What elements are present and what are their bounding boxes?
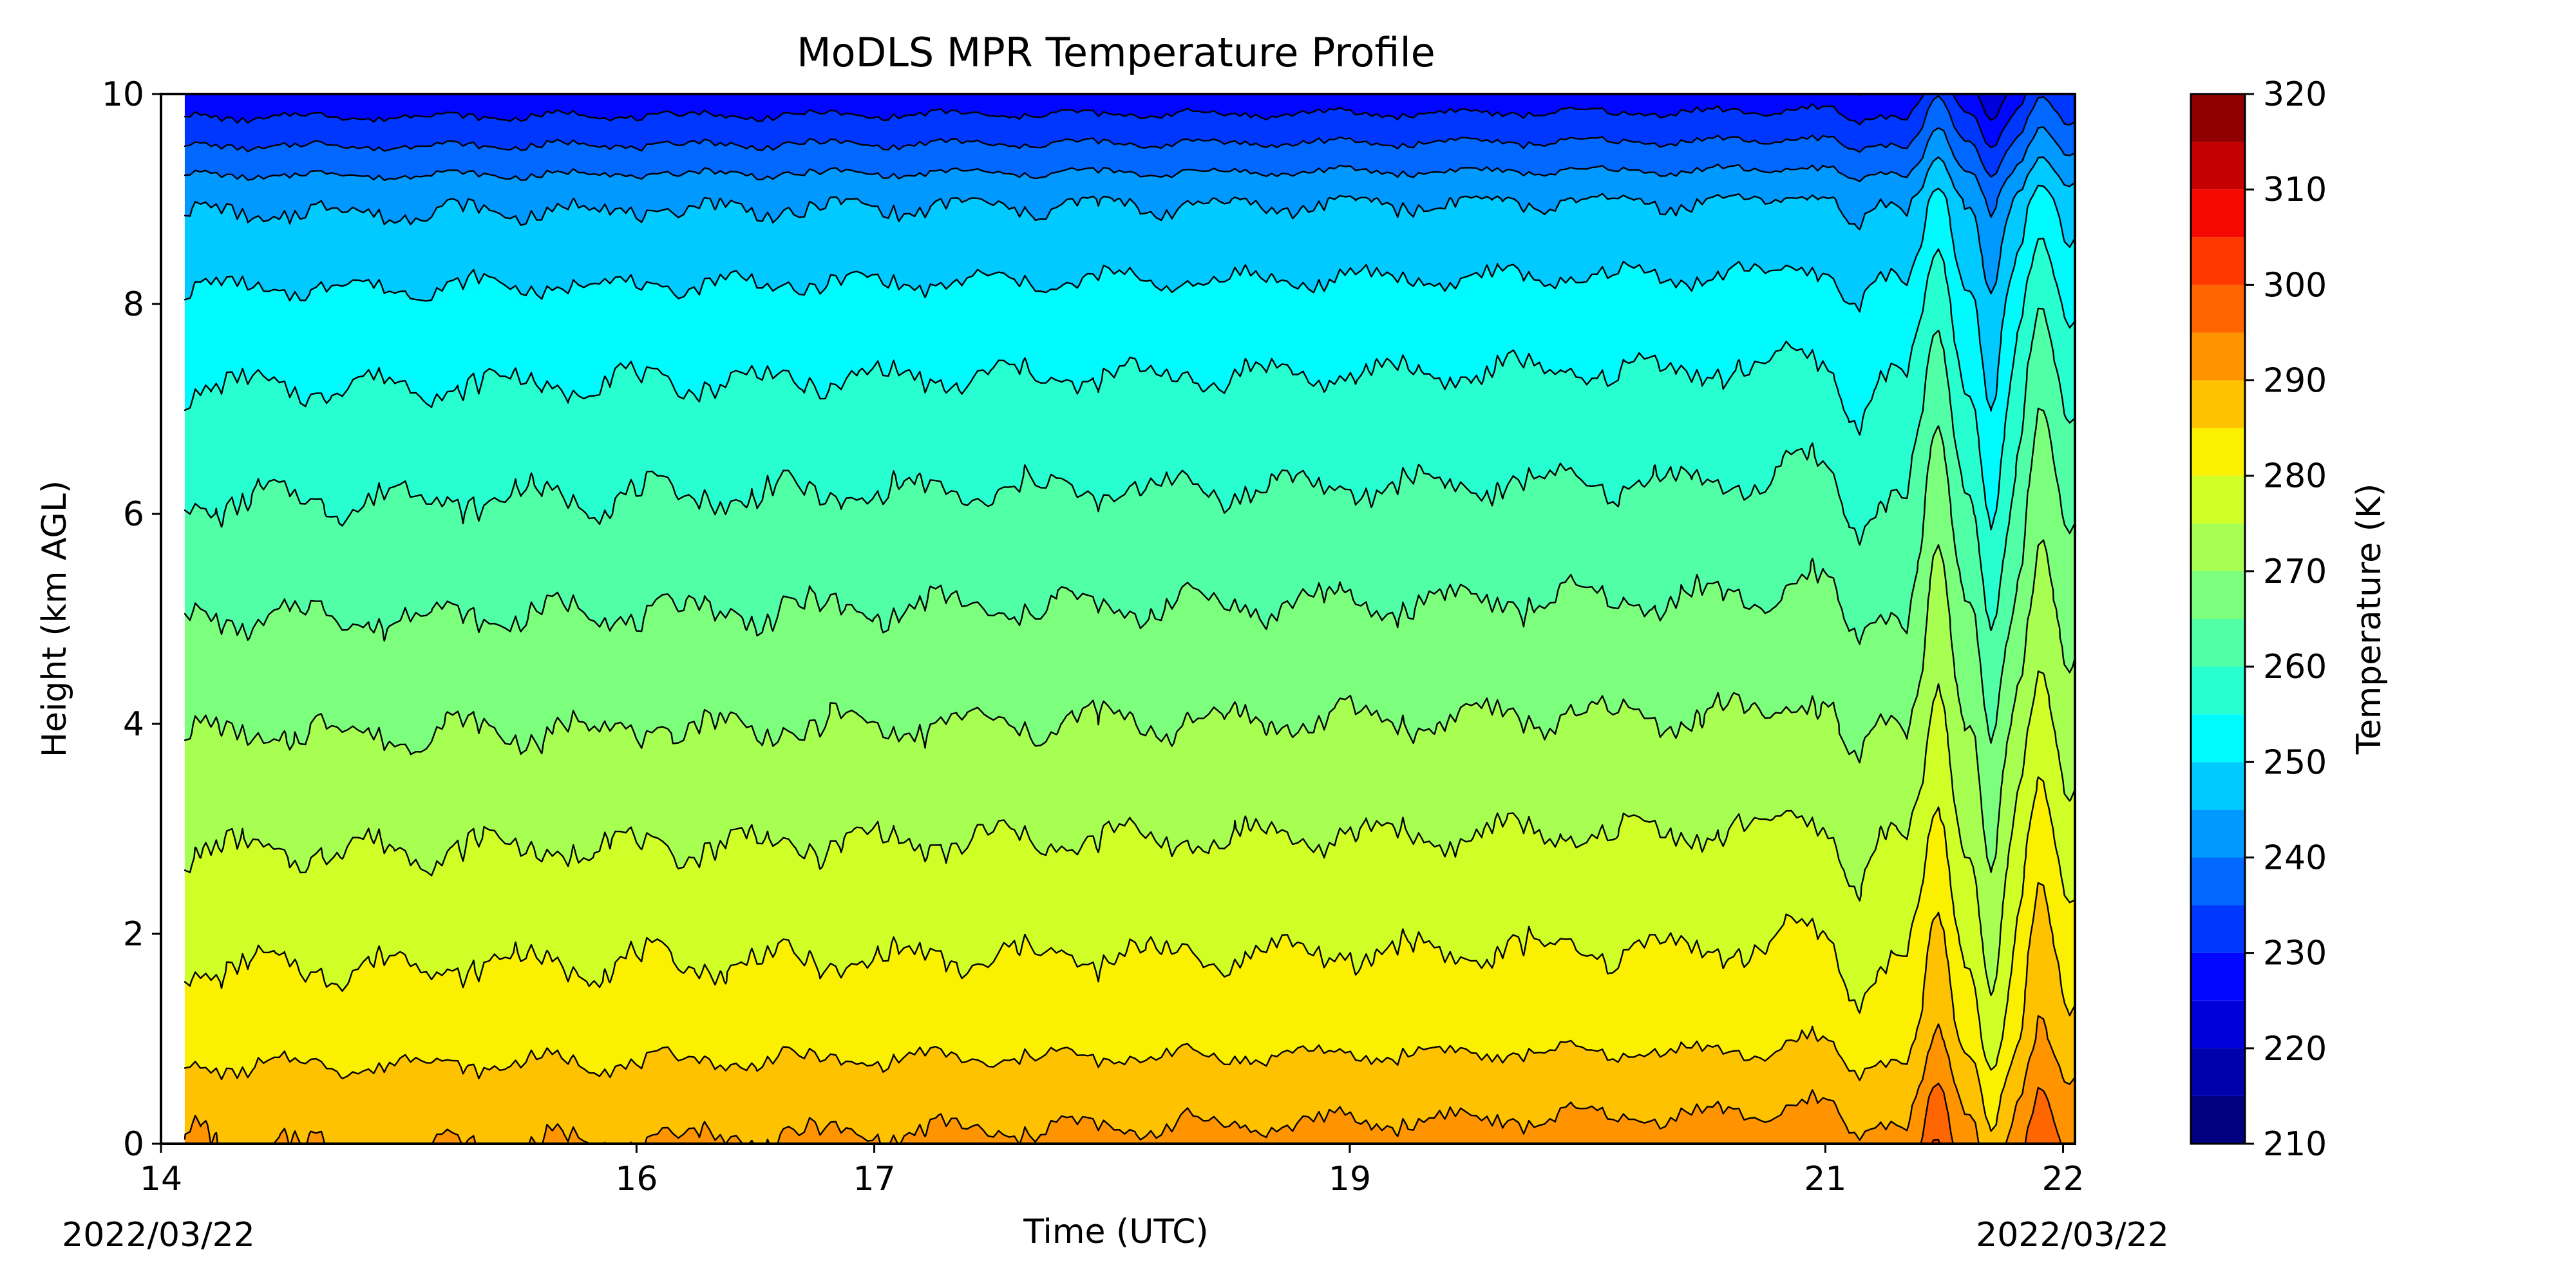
y-tick-label: 8 xyxy=(123,285,144,324)
colorbar-swatch xyxy=(2191,285,2245,333)
x-tick-label: 19 xyxy=(1329,1160,1371,1198)
x-tick-label: 14 xyxy=(140,1160,182,1198)
y-axis: 0 2 4 6 8 10 xyxy=(102,75,161,1164)
contour-fill-group xyxy=(184,94,2075,1144)
contour-fill-image xyxy=(184,94,2075,1144)
x-date-right: 2022/03/22 xyxy=(1976,1216,2169,1255)
colorbar-swatch xyxy=(2191,667,2245,715)
x-tick-label: 17 xyxy=(853,1160,895,1198)
colorbar-swatch xyxy=(2191,714,2245,762)
colorbar-tick-label: 230 xyxy=(2263,934,2327,973)
x-tick-label: 21 xyxy=(1804,1160,1846,1198)
colorbar-swatch xyxy=(2191,332,2245,381)
colorbar-swatch xyxy=(2191,94,2245,142)
colorbar-tick-label: 260 xyxy=(2263,648,2327,687)
contour-line-290 xyxy=(184,1015,2075,1144)
contour-line-295 xyxy=(1920,1083,2062,1144)
colorbar: 210 220 230 240 250 260 270 280 290 300 310 320 xyxy=(2190,75,2327,1164)
colorbar-label: Temperature (K) xyxy=(2350,484,2389,755)
plot-frame xyxy=(160,93,2076,1145)
colorbar-swatch xyxy=(2191,237,2245,285)
y-tick-label: 2 xyxy=(123,915,144,954)
contour-line-260 xyxy=(184,307,2075,631)
colorbar-swatch xyxy=(2191,619,2245,667)
y-tick-label: 4 xyxy=(123,705,144,744)
y-tick-label: 6 xyxy=(123,495,144,534)
colorbar-frame xyxy=(2190,93,2246,1145)
colorbar-tick-label: 250 xyxy=(2263,743,2327,782)
colorbar-tick-label: 210 xyxy=(2263,1125,2327,1164)
colorbar-swatch xyxy=(2191,475,2245,524)
x-tick-label: 22 xyxy=(2041,1160,2084,1198)
colorbar-swatch xyxy=(2191,810,2245,858)
colorbar-swatch xyxy=(2191,905,2245,953)
contour-line-265 xyxy=(184,407,2075,744)
colorbar-swatch xyxy=(2191,1095,2245,1144)
colorbar-swatch xyxy=(2191,142,2245,190)
colorbar-swatch xyxy=(2191,1000,2245,1048)
colorbar-swatch xyxy=(2191,523,2245,571)
colorbar-tick-label: 240 xyxy=(2263,838,2327,877)
colorbar-tick-label: 290 xyxy=(2263,362,2327,401)
contour-line-280 xyxy=(184,776,2075,1071)
colorbar-swatch xyxy=(2191,762,2245,810)
x-axis-label: Time (UTC) xyxy=(1023,1213,1208,1251)
chart-title: MoDLS MPR Temperature Profile xyxy=(797,29,1435,76)
y-axis-label: Height (km AGL) xyxy=(35,480,74,757)
colorbar-swatch xyxy=(2191,428,2245,476)
colorbar-swatch xyxy=(2191,952,2245,1001)
contour-line-230 xyxy=(184,94,2071,149)
y-tick-label: 10 xyxy=(102,75,144,114)
contour-line-255 xyxy=(184,238,2075,531)
colorbar-tick-label: 310 xyxy=(2263,171,2327,209)
colorbar-tick-label: 300 xyxy=(2263,266,2327,305)
colorbar-tick-label: 320 xyxy=(2263,75,2327,114)
x-date-left: 2022/03/22 xyxy=(62,1216,255,1255)
y-tick-label: 0 xyxy=(123,1125,144,1164)
x-tick-label: 16 xyxy=(615,1160,658,1198)
colorbar-swatch xyxy=(2191,857,2245,905)
colorbar-tick-label: 270 xyxy=(2263,553,2327,591)
colorbar-tick-label: 280 xyxy=(2263,457,2327,496)
colorbar-swatch xyxy=(2191,189,2245,238)
colorbar-swatch xyxy=(2191,571,2245,619)
contour-line-245 xyxy=(184,156,2075,294)
contour-line-235 xyxy=(184,95,2075,178)
colorbar-swatch xyxy=(2191,1048,2245,1096)
contour-line-285 xyxy=(184,882,2075,1132)
colorbar-tick-label: 220 xyxy=(2263,1030,2327,1068)
contour-line-group xyxy=(184,94,2075,1144)
contour-line-270 xyxy=(184,539,2075,873)
x-axis: 14 16 17 19 21 22 xyxy=(140,1144,2085,1198)
contour-line-275 xyxy=(184,670,2075,996)
contour-line-240 xyxy=(184,126,2075,218)
colorbar-swatch xyxy=(2191,380,2245,428)
contour-line-250 xyxy=(184,184,2075,412)
